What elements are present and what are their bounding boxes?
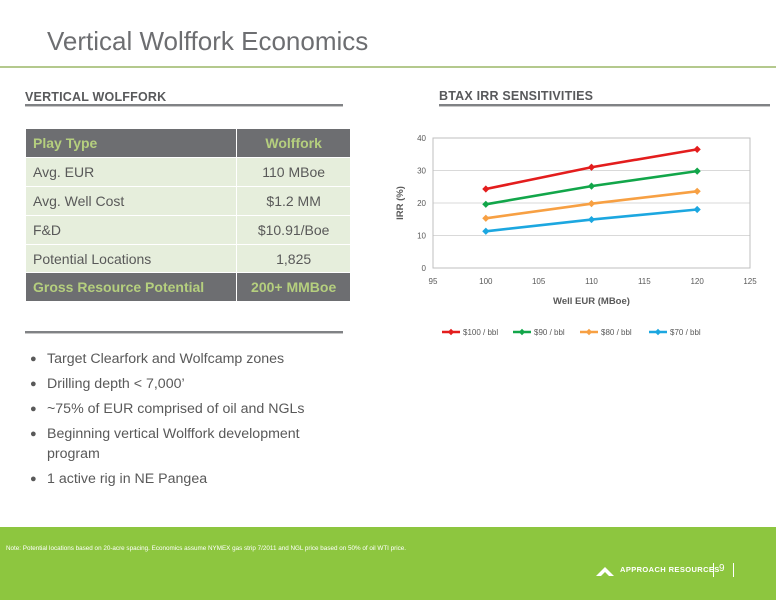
- footer-separator: [713, 563, 714, 577]
- bullet-dot-icon: ●: [30, 473, 37, 485]
- slide-title: Vertical Wolffork Economics: [47, 26, 369, 56]
- table-header-cell: Play Type: [24, 129, 238, 159]
- table-total-row: Gross Resource Potential 200+ MMBoe: [24, 272, 351, 303]
- footer-company-name: APPROACH RESOURCES: [620, 565, 720, 574]
- play-summary-table: Play Type Wolffork Avg. EUR 110 MBoe Avg…: [24, 129, 351, 303]
- legend-label: $100 / bbl: [463, 328, 498, 337]
- x-tick-label: 110: [585, 277, 598, 286]
- table-cell-value: $1.2 MM: [236, 186, 351, 216]
- data-point-marker: [693, 205, 701, 214]
- page-number: 9: [719, 563, 725, 574]
- bullet-text: Target Clearfork and Wolfcamp zones: [47, 351, 285, 367]
- x-tick-label: 100: [479, 277, 493, 286]
- data-point-marker: [482, 214, 490, 222]
- x-tick-label: 105: [532, 277, 546, 286]
- data-point-marker: [693, 145, 701, 153]
- footer-note: Note: Potential locations based on 20-ac…: [6, 545, 407, 552]
- legend-marker: [447, 328, 455, 336]
- legend-marker: [518, 328, 526, 336]
- bullet-dot-icon: ●: [30, 378, 37, 390]
- table-row: F&D $10.91/Boe: [24, 214, 351, 245]
- bullet-text: 1 active rig in NE Pangea: [47, 471, 208, 487]
- table-cell-value: 110 MBoe: [236, 157, 351, 188]
- irr-sensitivity-chart: 0 10 20 30 40 95 100 105 110 115 120 125 Well EUR (M…: [385, 118, 775, 358]
- legend-label: $80 / bbl: [601, 328, 632, 337]
- x-tick-label: 115: [638, 277, 651, 286]
- table-total-label: Gross Resource Potential: [24, 272, 238, 303]
- y-tick-label: 20: [417, 199, 426, 208]
- bullet-text: Drilling depth < 7,000’: [47, 376, 185, 392]
- footer-separator: [733, 563, 734, 577]
- bullet-item: ● Beginning vertical Wolffork development…: [30, 424, 330, 464]
- left-section-rule: [25, 104, 343, 107]
- table-row: Avg. EUR 110 MBoe: [24, 157, 351, 188]
- data-point-marker: [587, 215, 596, 224]
- table-cell-label: Potential Locations: [24, 243, 238, 274]
- table-cell-value: $10.91/Boe: [236, 214, 351, 245]
- data-point-marker: [587, 182, 596, 190]
- left-lower-rule: [25, 331, 343, 334]
- table-cell-label: Avg. EUR: [24, 157, 238, 188]
- table-cell-value: 1,825: [236, 243, 351, 274]
- bullet-dot-icon: ●: [30, 403, 37, 415]
- left-section-heading: VERTICAL WOLFFORK: [25, 90, 167, 104]
- bullet-item: ● Drilling depth < 7,000’: [30, 374, 330, 394]
- table-cell-label: Avg. Well Cost: [24, 186, 238, 216]
- footer-band: [0, 527, 776, 600]
- bullet-dot-icon: ●: [30, 353, 37, 365]
- table-total-value: 200+ MMBoe: [236, 272, 351, 303]
- x-tick-label: 125: [743, 277, 757, 286]
- table-header-row: Play Type Wolffork: [24, 129, 351, 159]
- right-section-heading: BTAX IRR SENSITIVITIES: [439, 89, 594, 103]
- data-point-marker: [482, 227, 490, 235]
- bullet-item: ● Target Clearfork and Wolfcamp zones: [30, 349, 330, 369]
- bullet-item: ● 1 active rig in NE Pangea: [30, 469, 330, 489]
- right-section-rule: [439, 104, 770, 107]
- y-tick-label: 0: [422, 264, 427, 273]
- legend-label: $90 / bbl: [534, 328, 565, 337]
- bullet-text: Beginning vertical Wolffork development …: [47, 426, 300, 462]
- legend-marker: [585, 328, 593, 336]
- y-tick-label: 40: [417, 134, 426, 143]
- data-point-marker: [587, 200, 596, 208]
- bullet-dot-icon: ●: [30, 428, 37, 440]
- bullet-text: ~75% of EUR comprised of oil and NGLs: [47, 401, 305, 417]
- x-tick-label: 95: [429, 277, 438, 286]
- data-point-marker: [693, 187, 701, 195]
- bullet-item: ● ~75% of EUR comprised of oil and NGLs: [30, 399, 330, 419]
- plot-area-border: [432, 137, 751, 269]
- data-point-marker: [482, 200, 490, 208]
- table-cell-label: F&D: [24, 214, 238, 245]
- y-tick-label: 30: [417, 167, 426, 176]
- table-header-cell: Wolffork: [236, 129, 351, 159]
- y-axis-title: IRR (%): [395, 186, 406, 220]
- legend-label: $70 / bbl: [670, 328, 701, 337]
- table-row: Avg. Well Cost $1.2 MM: [24, 186, 351, 216]
- data-point-marker: [482, 185, 490, 193]
- data-point-marker: [693, 167, 701, 175]
- irr-chart-svg: 0 10 20 30 40 95 100 105 110 115 120 125 Well EUR (M…: [395, 134, 757, 337]
- table-row: Potential Locations 1,825: [24, 243, 351, 274]
- y-tick-label: 10: [417, 232, 426, 241]
- x-tick-label: 120: [690, 277, 704, 286]
- company-logo-icon: [596, 567, 614, 576]
- legend-marker: [654, 328, 662, 336]
- bullet-list: ● Target Clearfork and Wolfcamp zones ● Dr…: [30, 349, 330, 494]
- x-axis-title: Well EUR (MBoe): [553, 296, 630, 307]
- title-divider: [0, 66, 776, 68]
- data-point-marker: [587, 163, 596, 171]
